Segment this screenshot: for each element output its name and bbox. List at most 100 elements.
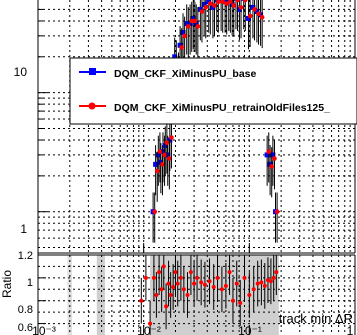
main-y-tick-label-10: 10 — [14, 65, 28, 79]
x-tick-label-1e-2: 10⁻² — [137, 324, 161, 335]
ratio-point — [175, 281, 180, 286]
main-point-retrain — [169, 135, 174, 140]
main-point-retrain — [238, 5, 244, 10]
main-point-retrain — [189, 18, 195, 24]
main-point-retrain — [164, 140, 170, 145]
main-point-base — [187, 21, 193, 27]
main-y-ticks — [38, 8, 48, 213]
main-point-retrain — [199, 9, 205, 14]
main-point-retrain — [224, 1, 229, 6]
main-point-retrain — [154, 168, 160, 174]
legend-box — [69, 57, 357, 125]
x-ticks — [37, 243, 356, 335]
main-point-base — [197, 6, 203, 12]
ratio-panel-series — [139, 255, 279, 335]
main-point-retrain — [179, 45, 184, 50]
ratio-point — [166, 281, 171, 286]
ratio-point — [219, 287, 224, 292]
main-point-retrain — [231, 3, 237, 8]
main-point-retrain — [247, 13, 253, 19]
main-point-retrain — [259, 14, 265, 20]
ratio-point — [268, 279, 273, 284]
ratio-point — [247, 293, 252, 297]
ratio-point — [161, 264, 166, 269]
main-point-retrain — [272, 156, 277, 161]
x-tick-label-1e-3: 10⁻³ — [32, 324, 56, 335]
ratio-point — [251, 287, 256, 292]
x-tick-label-1: 1 — [347, 324, 354, 335]
ratio-point — [157, 270, 162, 275]
main-panel-series — [150, 0, 280, 243]
main-point-base — [258, 12, 264, 18]
main-point-base — [184, 21, 190, 27]
main-point-base — [190, 15, 196, 21]
ratio-point — [148, 321, 153, 326]
ratio-point — [139, 298, 144, 303]
main-point-base — [155, 152, 161, 158]
main-point-base — [160, 149, 166, 155]
legend-marker-base — [89, 68, 96, 75]
legend-marker-retrain — [88, 102, 96, 110]
ratio-point — [227, 270, 232, 275]
main-point-base — [201, 1, 207, 7]
ratio-band-rect-left — [96, 255, 105, 335]
legend: DQM_CKF_XiMinusPU_base DQM_CKF_XiMinusPU… — [69, 57, 357, 125]
main-point-retrain — [220, 0, 225, 5]
main-point-retrain — [157, 149, 163, 154]
main-point-retrain — [266, 149, 272, 154]
main-point-base — [180, 30, 186, 36]
main-point-base — [158, 159, 164, 165]
ratio-point — [234, 281, 239, 286]
ratio-point — [171, 285, 176, 289]
main-point-retrain — [162, 152, 167, 158]
ratio-point — [159, 287, 164, 292]
ratio-point — [202, 282, 207, 287]
ratio-point — [188, 270, 193, 275]
main-point-retrain — [160, 162, 165, 167]
main-point-retrain — [203, 5, 209, 10]
ratio-point — [274, 270, 279, 275]
main-point-base — [250, 4, 256, 10]
ratio-point — [151, 275, 156, 280]
main-point-retrain — [228, 0, 233, 5]
ratio-point — [185, 293, 190, 297]
main-y-tick-label-1: 1 — [20, 222, 27, 236]
main-point-retrain — [195, 24, 201, 29]
ratio-point — [262, 283, 267, 288]
ratio-point — [259, 280, 264, 285]
main-point-retrain — [152, 209, 158, 215]
ratio-point — [242, 275, 247, 280]
main-point-retrain — [212, 3, 217, 8]
ratio-point — [195, 275, 200, 280]
main-point-base — [264, 152, 270, 158]
main-point-base — [162, 142, 168, 148]
main-point-retrain — [235, 0, 240, 3]
main-point-retrain — [216, 0, 221, 5]
main-point-base — [246, 15, 252, 21]
main-point-base — [210, 4, 216, 10]
main-point-base — [193, 21, 199, 27]
ratio-point — [164, 304, 169, 309]
ratio-point — [199, 280, 204, 285]
ratio-y-tick-label-0.8: 0.8 — [18, 304, 33, 316]
main-point-base — [236, 6, 242, 12]
main-point-base — [153, 161, 159, 167]
main-point-retrain — [269, 164, 275, 169]
x-tick-label-1e-1: 10⁻¹ — [238, 324, 262, 335]
main-point-base — [165, 152, 171, 158]
ratio-point — [143, 275, 148, 280]
ratio-point — [154, 293, 159, 297]
main-point-retrain — [274, 209, 280, 215]
main-point-retrain — [252, 7, 257, 12]
main-point-base — [270, 152, 276, 158]
x-axis-label: track min ΔR — [279, 311, 353, 326]
main-point-base — [254, 9, 260, 15]
ratio-y-ticks — [38, 277, 46, 325]
ratio-point — [271, 275, 276, 280]
ratio-y-tick-label-1.2: 1.2 — [18, 250, 33, 262]
ratio-point — [181, 287, 186, 292]
ratio-y-tick-label-1: 1 — [27, 277, 33, 289]
main-panel-grid — [37, 0, 355, 253]
ratio-point — [211, 285, 216, 289]
